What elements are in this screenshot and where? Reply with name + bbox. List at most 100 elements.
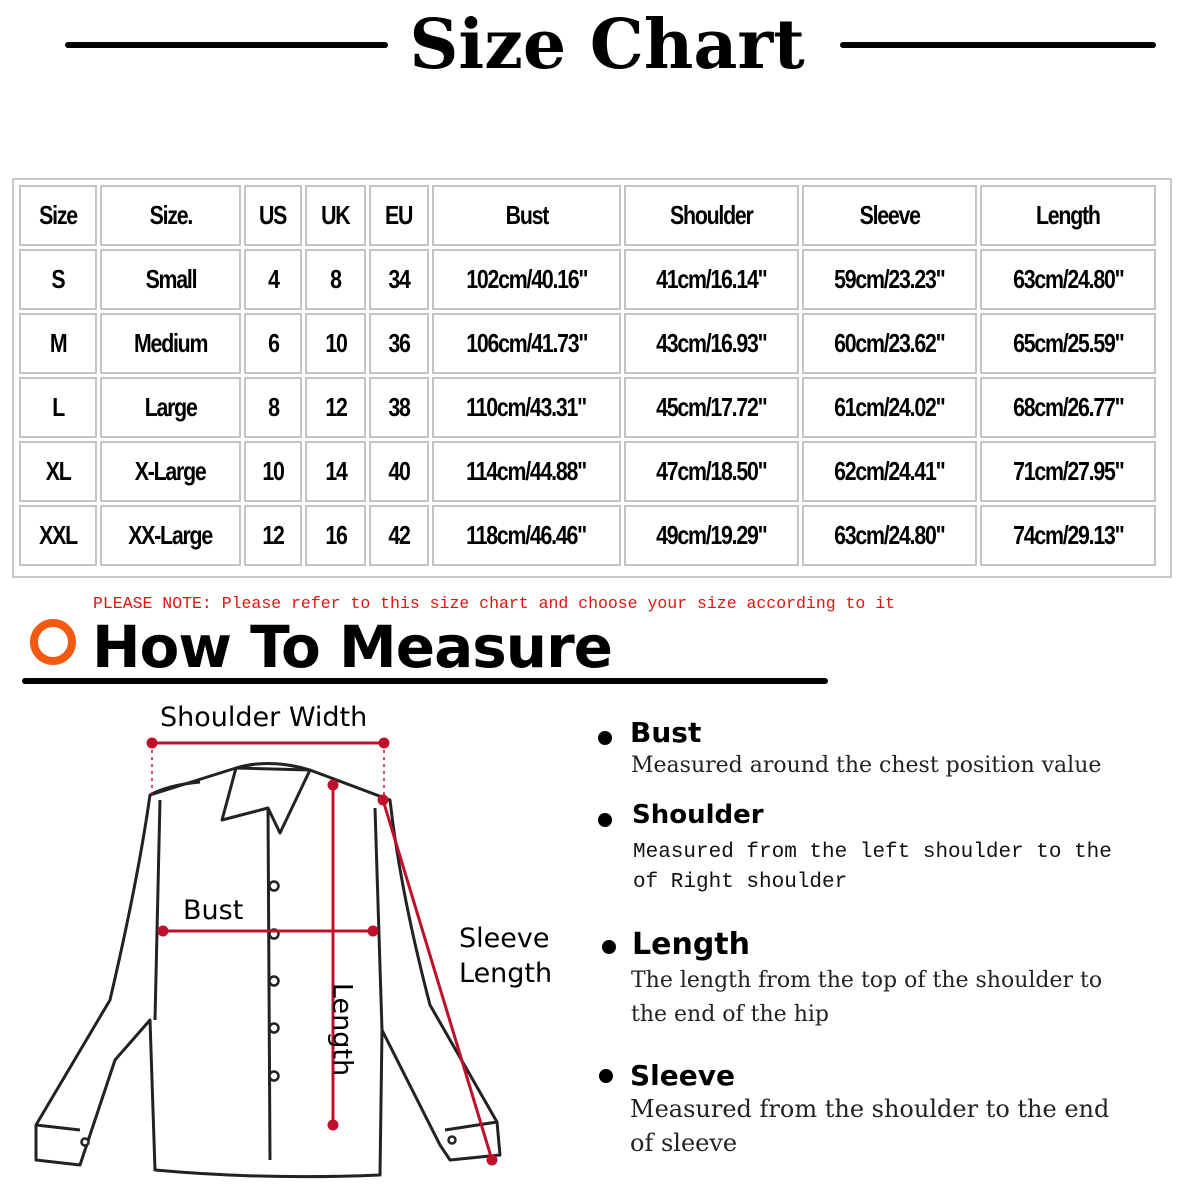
table-header-row: Size Size. US UK EU Bust Shoulder Sleeve Length (19, 185, 1156, 246)
table-cell-text: 102cm/40.16" (465, 264, 588, 294)
table-cell-text: XXL (39, 520, 78, 550)
table-cell-text: 61cm/24.02" (834, 392, 946, 422)
length-desc-1: The length from the top of the shoulder … (631, 968, 1103, 993)
column-header: US (244, 185, 302, 246)
table-cell-text: 65cm/25.59" (1012, 328, 1125, 358)
table-cell: 62cm/24.41" (802, 441, 977, 502)
table-cell-text: 68cm/26.77" (1012, 392, 1125, 422)
table-cell-text: 12 (324, 392, 347, 422)
table-cell-text: 114cm/44.88" (466, 456, 588, 486)
table-cell-text: 63cm/24.80" (1012, 264, 1125, 294)
column-header-text: Length (1036, 200, 1101, 230)
table-cell-text: 43cm/16.93" (656, 328, 768, 358)
table-cell: 114cm/44.88" (432, 441, 621, 502)
table-cell-text: 62cm/24.41" (834, 456, 946, 486)
table-cell-text: 60cm/23.62" (834, 328, 946, 358)
table-cell-text: 40 (388, 456, 410, 486)
column-header: Length (980, 185, 1156, 246)
table-row: XXL XX-Large 12 16 42 118cm/46.46" 49cm/19.29"… (19, 505, 1156, 566)
bullet-icon (598, 731, 612, 745)
shirt-diagram (34, 737, 502, 1179)
table-cell: 106cm/41.73" (432, 313, 621, 374)
table-cell: 40 (369, 441, 429, 502)
table-cell-text: 110cm/43.31" (466, 392, 588, 422)
column-header: Size (19, 185, 97, 246)
table-cell-text: 8 (330, 264, 342, 294)
circle-bullet-icon (30, 619, 76, 665)
table-cell-text: 10 (324, 328, 347, 358)
table-cell: 42 (369, 505, 429, 566)
table-cell-text: 118cm/46.46" (466, 520, 588, 550)
sleeve-label: Sleeve (459, 923, 550, 954)
table-cell: 38 (369, 377, 429, 438)
table-cell-text: Large (144, 392, 198, 422)
table-cell: 45cm/17.72" (624, 377, 799, 438)
table-cell: 8 (305, 249, 366, 310)
table-cell-text: 14 (324, 456, 347, 486)
table-cell-text: XX-Large (128, 520, 214, 550)
table-cell-text: 38 (388, 392, 410, 422)
table-row: XL X-Large 10 14 40 114cm/44.88" 47cm/18.50" 62… (19, 441, 1156, 502)
bullet-icon (598, 813, 612, 827)
bust-title: Bust (630, 716, 702, 749)
bullet-icon (599, 1069, 613, 1083)
table-cell: 63cm/24.80" (802, 505, 977, 566)
table-cell: 41cm/16.14" (624, 249, 799, 310)
measure-lines (146, 737, 498, 1166)
bust-desc: Measured around the chest position value (631, 753, 1102, 778)
table-cell-text: Medium (133, 328, 208, 358)
table-cell-text: 59cm/23.23" (834, 264, 946, 294)
table-cell: 10 (305, 313, 366, 374)
table-cell: 10 (244, 441, 302, 502)
table-cell: 59cm/23.23" (802, 249, 977, 310)
table-cell: XL (19, 441, 97, 502)
size-note: PLEASE NOTE: Please refer to this size c… (93, 594, 896, 613)
bust-label: Bust (183, 895, 244, 926)
table-cell: 4 (244, 249, 302, 310)
table-row: S Small 4 8 34 102cm/40.16" 41cm/16.14" 59cm/23… (19, 249, 1156, 310)
shoulder-desc-1: Measured from the left shoulder to the (633, 841, 1112, 864)
heading-underline (22, 678, 828, 684)
shoulder-title: Shoulder (632, 800, 764, 830)
column-header-text: Size. (149, 200, 193, 230)
column-header-text: EU (385, 200, 413, 230)
column-header: UK (305, 185, 366, 246)
title-rule-right (840, 42, 1156, 48)
table-cell-text: 10 (262, 456, 284, 486)
shirt-outline-icon (34, 761, 502, 1179)
table-cell-text: 42 (388, 520, 410, 550)
table-cell: M (19, 313, 97, 374)
table-cell: L (19, 377, 97, 438)
table-cell: 71cm/27.95" (980, 441, 1156, 502)
column-header-text: Size (39, 200, 78, 230)
table-cell-text: 45cm/17.72" (656, 392, 768, 422)
table-cell: Medium (100, 313, 241, 374)
column-header-text: Shoulder (670, 200, 754, 230)
table-cell: 12 (244, 505, 302, 566)
table-cell: Large (100, 377, 241, 438)
sleeve-desc-2: of sleeve (630, 1129, 738, 1157)
table-cell-text: 71cm/27.95" (1012, 456, 1125, 486)
column-header: Bust (432, 185, 621, 246)
table-cell: 12 (305, 377, 366, 438)
table-cell-text: 12 (262, 520, 284, 550)
table-cell: XX-Large (100, 505, 241, 566)
column-header-text: UK (321, 200, 351, 230)
shoulder-desc-2: of Right shoulder (633, 871, 848, 894)
title-rule-left (65, 42, 388, 48)
table-cell: 14 (305, 441, 366, 502)
page-title: Size Chart (409, 5, 805, 85)
table-cell-text: XL (45, 456, 72, 486)
table-cell-text: 106cm/41.73" (465, 328, 588, 358)
column-header: Shoulder (624, 185, 799, 246)
table-cell-text: 49cm/19.29" (656, 520, 768, 550)
table-cell-text: 41cm/16.14" (656, 264, 768, 294)
table-cell: 74cm/29.13" (980, 505, 1156, 566)
table-cell-text: Small (145, 264, 197, 294)
table-cell-text: 8 (267, 392, 280, 422)
table-cell: 110cm/43.31" (432, 377, 621, 438)
length-label: Length (326, 982, 358, 1077)
table-cell: 118cm/46.46" (432, 505, 621, 566)
table-cell: 102cm/40.16" (432, 249, 621, 310)
table-cell-text: 74cm/29.13" (1012, 520, 1125, 550)
